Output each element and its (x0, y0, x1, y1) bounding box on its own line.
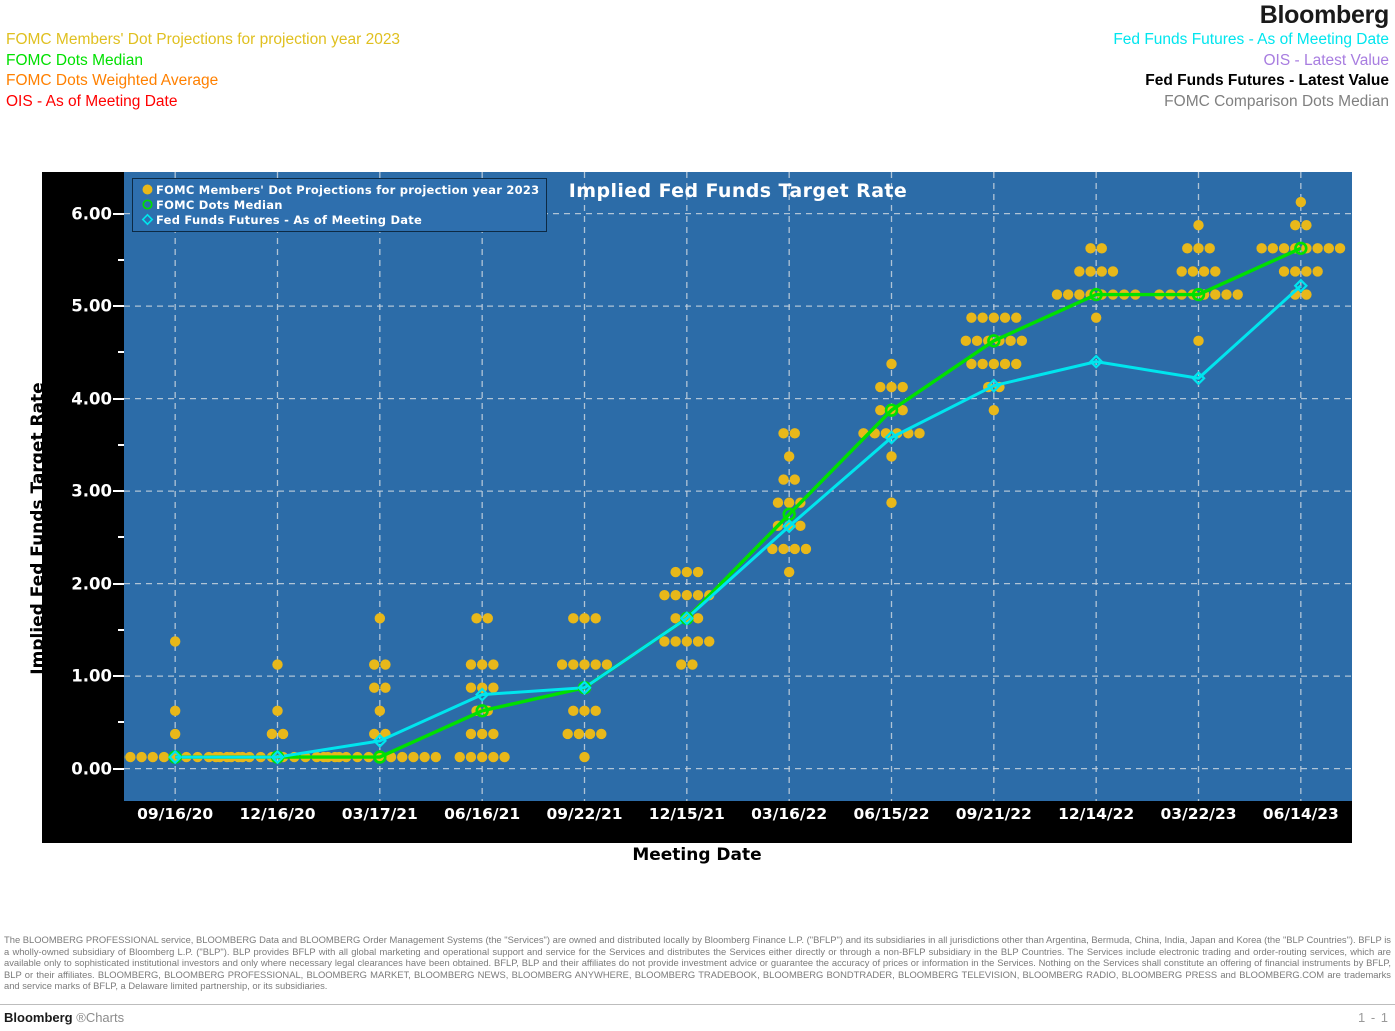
x-axis-title: Meeting Date (42, 845, 1352, 865)
bottom-charts-label: ®Charts (76, 1010, 124, 1025)
legend-label: FOMC Dots Median (156, 198, 283, 212)
header-legend-item-fomc-dots: FOMC Members' Dot Projections for projec… (6, 30, 400, 51)
header-legend-item-weighted-average: FOMC Dots Weighted Average (6, 71, 400, 92)
y-axis-tick (113, 675, 124, 677)
x-axis-tick-label: 09/22/21 (546, 805, 622, 823)
bloomberg-logo: Bloomberg (1113, 0, 1389, 30)
header-legend-item-ois-meeting-date: OIS - As of Meeting Date (6, 92, 400, 113)
header-legend-item-dots-median: FOMC Dots Median (6, 51, 400, 72)
x-axis-tick-label: 06/16/21 (444, 805, 520, 823)
x-axis-tick-label: 06/14/23 (1263, 805, 1339, 823)
y-axis-tick (113, 305, 124, 307)
y-axis-tick (113, 213, 124, 215)
header-legend-item-ois-latest: OIS - Latest Value (1113, 51, 1389, 72)
x-axis: 09/16/20 12/16/20 03/17/21 06/16/21 09/22/21… (124, 801, 1352, 843)
header-right-legend: Bloomberg Fed Funds Futures - As of Meet… (1113, 0, 1389, 112)
x-axis-tick-label: 03/16/22 (751, 805, 827, 823)
x-axis-tick-label: 03/22/23 (1160, 805, 1236, 823)
header-left-legend: FOMC Members' Dot Projections for projec… (6, 30, 400, 112)
y-axis-tick (113, 768, 124, 770)
bottom-bar: Bloomberg ®Charts 1 - 1 (0, 1004, 1395, 1031)
x-axis-tick-label: 06/15/22 (853, 805, 929, 823)
bottom-bloomberg-label: Bloomberg (4, 1010, 76, 1025)
filled-circle-icon (138, 183, 156, 196)
legend-item-dots-median: FOMC Dots Median (138, 197, 539, 212)
legend-label: Fed Funds Futures - As of Meeting Date (156, 213, 422, 227)
bottom-branding: Bloomberg ®Charts (4, 1010, 124, 1025)
y-axis-tick-label: 1.00 (71, 667, 112, 686)
y-axis-tick (113, 490, 124, 492)
x-axis-tick-label: 09/21/22 (956, 805, 1032, 823)
plot-area: Implied Fed Funds Target Rate FOMC Membe… (124, 172, 1352, 801)
open-diamond-icon (138, 213, 156, 226)
legend-item-fomc-dots: FOMC Members' Dot Projections for projec… (138, 182, 539, 197)
x-axis-tick-label: 12/16/20 (239, 805, 315, 823)
y-axis-tick (113, 398, 124, 400)
legend-label: FOMC Members' Dot Projections for projec… (156, 183, 539, 197)
y-axis-tick-label: 4.00 (71, 389, 112, 408)
page-indicator: 1 - 1 (1358, 1010, 1389, 1025)
y-axis-tick-label: 6.00 (71, 204, 112, 223)
header-legend-item-futures-latest: Fed Funds Futures - Latest Value (1113, 71, 1389, 92)
y-axis-tick-label: 2.00 (71, 574, 112, 593)
chart-legend: FOMC Members' Dot Projections for projec… (132, 178, 547, 232)
y-axis-tick (113, 583, 124, 585)
y-axis-tick-label: 5.00 (71, 297, 112, 316)
header-legend-item-futures-meeting-date: Fed Funds Futures - As of Meeting Date (1113, 30, 1389, 51)
y-axis-title: Implied Fed Funds Target Rate (18, 214, 58, 843)
x-axis-tick-label: 12/15/21 (649, 805, 725, 823)
y-axis-tick-label: 0.00 (71, 759, 112, 778)
x-axis-tick-label: 09/16/20 (137, 805, 213, 823)
header-legend-item-comparison-dots-median: FOMC Comparison Dots Median (1113, 92, 1389, 113)
x-axis-tick-label: 12/14/22 (1058, 805, 1134, 823)
legend-item-fed-funds-futures: Fed Funds Futures - As of Meeting Date (138, 212, 539, 227)
open-circle-icon (138, 198, 156, 211)
disclaimer-text: The BLOOMBERG PROFESSIONAL service, BLOO… (4, 934, 1391, 992)
plot-svg (124, 172, 1352, 801)
chart-panel: 0.00 1.00 2.00 3.00 4.00 5.00 6.00 Implied Fed… (42, 172, 1352, 843)
x-axis-tick-label: 03/17/21 (342, 805, 418, 823)
y-axis-tick-label: 3.00 (71, 482, 112, 501)
page-header: FOMC Members' Dot Projections for projec… (0, 0, 1395, 118)
